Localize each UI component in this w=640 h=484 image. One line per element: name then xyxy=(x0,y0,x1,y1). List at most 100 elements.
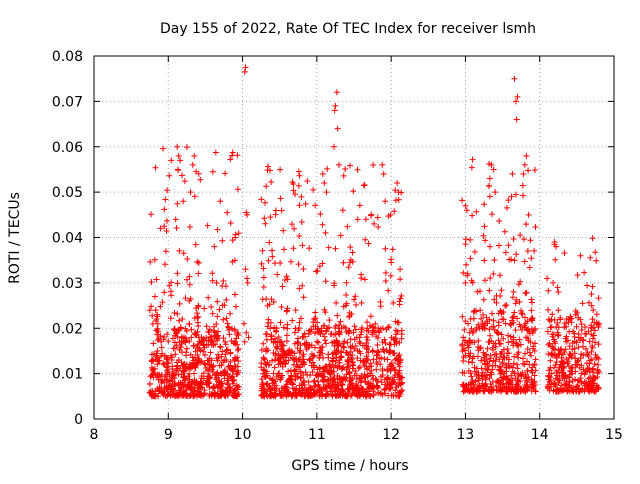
y-tick-label: 0.02 xyxy=(52,321,83,337)
data-point xyxy=(272,211,279,218)
data-point xyxy=(489,362,496,369)
data-point xyxy=(319,390,326,397)
data-point xyxy=(482,374,489,381)
data-point xyxy=(532,388,539,395)
data-point xyxy=(380,170,387,177)
data-point xyxy=(302,369,309,376)
data-point xyxy=(375,349,382,356)
data-point xyxy=(395,357,402,364)
data-point xyxy=(506,364,513,371)
y-tick-label: 0 xyxy=(74,412,83,428)
data-point xyxy=(324,165,331,172)
data-point xyxy=(518,372,525,379)
data-point xyxy=(260,381,267,388)
data-point xyxy=(183,345,190,352)
data-point xyxy=(154,337,161,344)
data-point xyxy=(147,388,154,395)
data-point xyxy=(296,285,303,292)
data-point xyxy=(520,355,527,362)
data-point xyxy=(356,202,363,209)
data-point xyxy=(364,381,371,388)
data-point xyxy=(155,358,162,365)
data-point xyxy=(340,343,347,350)
data-point xyxy=(163,217,170,224)
data-point xyxy=(345,363,352,370)
data-point xyxy=(157,303,164,310)
data-point xyxy=(178,371,185,378)
data-point xyxy=(196,338,203,345)
data-point xyxy=(208,391,215,398)
data-point xyxy=(514,361,521,368)
data-point xyxy=(167,315,174,322)
data-point xyxy=(495,330,502,337)
data-point xyxy=(520,388,527,395)
data-point xyxy=(325,354,332,361)
data-point xyxy=(508,256,515,263)
data-point xyxy=(367,313,374,320)
data-point xyxy=(580,366,587,373)
data-point xyxy=(587,357,594,364)
data-point xyxy=(260,340,267,347)
data-point xyxy=(278,207,285,214)
data-point xyxy=(552,340,559,347)
data-point xyxy=(554,319,561,326)
data-point xyxy=(338,380,345,387)
data-point xyxy=(487,275,494,282)
data-point xyxy=(499,359,506,366)
data-point xyxy=(548,370,555,377)
data-point xyxy=(176,346,183,353)
data-point xyxy=(554,332,561,339)
data-point xyxy=(180,392,187,399)
data-point xyxy=(270,370,277,377)
data-point xyxy=(496,242,503,249)
data-point xyxy=(340,172,347,179)
y-tick-label: 0.06 xyxy=(52,140,83,156)
data-point xyxy=(503,204,510,211)
data-point xyxy=(192,348,199,355)
data-point xyxy=(577,355,584,362)
data-point xyxy=(480,296,487,303)
data-point xyxy=(484,345,491,352)
data-point xyxy=(497,388,504,395)
data-point xyxy=(464,270,471,277)
data-point xyxy=(242,64,249,71)
data-point xyxy=(176,317,183,324)
data-point xyxy=(358,385,365,392)
data-point xyxy=(181,367,188,374)
data-point xyxy=(358,299,365,306)
data-point xyxy=(377,298,384,305)
data-point xyxy=(265,257,272,264)
data-point xyxy=(501,354,508,361)
data-point xyxy=(509,377,516,384)
data-point xyxy=(292,307,299,314)
data-point xyxy=(362,216,369,223)
data-point xyxy=(593,384,600,390)
data-point xyxy=(503,364,510,371)
data-point xyxy=(357,331,364,338)
data-point xyxy=(272,260,279,267)
data-point xyxy=(517,278,524,285)
data-point xyxy=(476,382,483,389)
data-point xyxy=(279,341,286,348)
data-point xyxy=(198,380,205,387)
data-point xyxy=(391,366,398,373)
data-point xyxy=(500,335,507,342)
data-point xyxy=(396,351,403,358)
data-point xyxy=(523,152,530,159)
data-point xyxy=(183,349,190,356)
data-point xyxy=(327,370,334,377)
data-point xyxy=(566,367,573,374)
data-point xyxy=(222,351,229,358)
data-point xyxy=(468,373,475,380)
data-point xyxy=(587,254,594,261)
data-point xyxy=(565,363,572,370)
data-point xyxy=(589,283,596,290)
data-point xyxy=(296,172,303,179)
data-point xyxy=(467,255,474,262)
data-point xyxy=(497,340,504,347)
data-point xyxy=(177,365,184,372)
data-point xyxy=(287,367,294,374)
data-point xyxy=(334,312,341,319)
data-point xyxy=(227,156,234,163)
data-point xyxy=(270,379,277,386)
